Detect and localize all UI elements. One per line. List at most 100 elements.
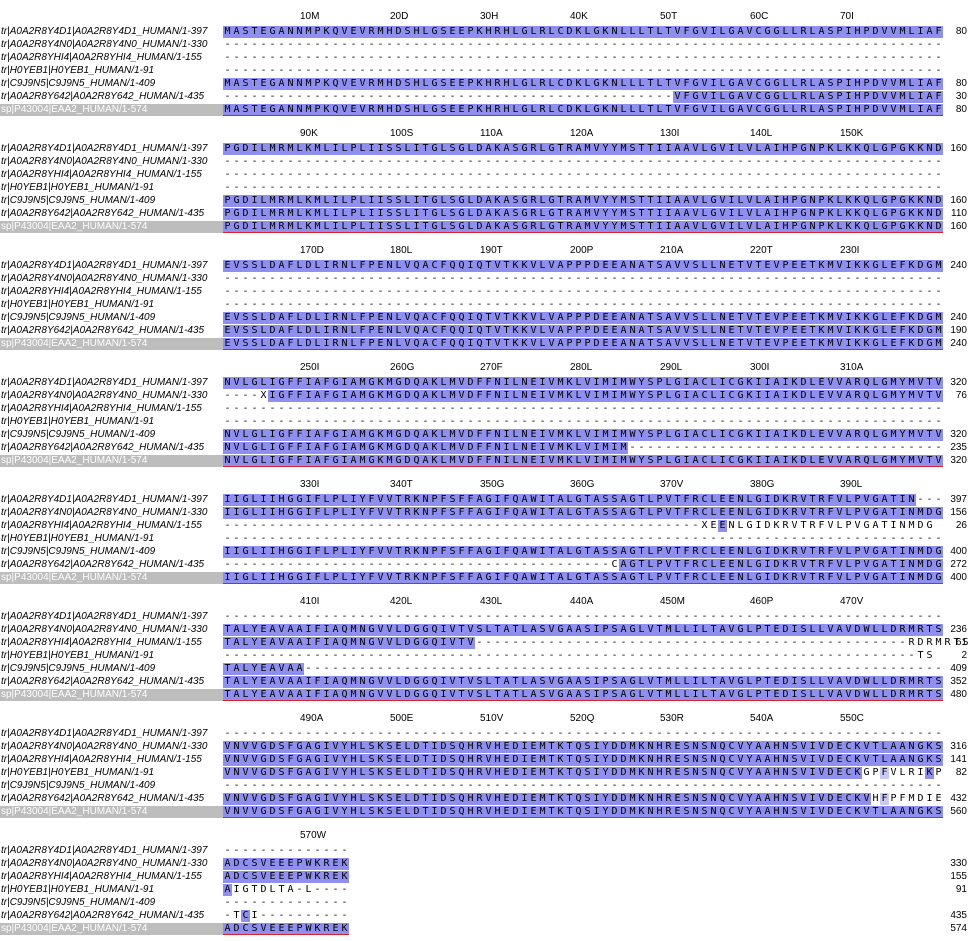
sequence-name-label[interactable]: tr|A0A2R8Y4N0|A0A2R8Y4N0_HUMAN/1-330 [1, 39, 208, 50]
sequence-name-label[interactable]: tr|A0A2R8YHI4|A0A2R8YHI4_HUMAN/1-155 [1, 637, 202, 648]
sequence-name-label[interactable]: tr|A0A2R8Y642|A0A2R8Y642_HUMAN/1-435 [1, 910, 205, 921]
sequence-residues[interactable]: ----------------------------------------… [223, 611, 943, 623]
sequence-name-label[interactable]: tr|A0A2R8YHI4|A0A2R8YHI4_HUMAN/1-155 [1, 52, 202, 63]
sequence-residues[interactable]: ----------------------------------------… [223, 169, 943, 181]
sequence-residues[interactable]: ----------------------------------------… [223, 650, 943, 662]
sequence-name-label[interactable]: tr|A0A2R8Y642|A0A2R8Y642_HUMAN/1-435 [1, 793, 205, 804]
sequence-name-label[interactable]: tr|A0A2R8Y642|A0A2R8Y642_HUMAN/1-435 [1, 559, 205, 570]
sequence-residues[interactable]: ----------------------------------------… [223, 91, 943, 103]
sequence-name-label[interactable]: tr|A0A2R8Y4D1|A0A2R8Y4D1_HUMAN/1-397 [1, 26, 208, 37]
sequence-name-label[interactable]: tr|A0A2R8Y4D1|A0A2R8Y4D1_HUMAN/1-397 [1, 377, 208, 388]
sequence-residues[interactable]: ----------------------------------------… [223, 156, 943, 168]
sequence-residues[interactable]: ----------------------------------------… [223, 559, 943, 571]
sequence-residues[interactable]: ----------------------------------------… [223, 299, 943, 311]
sequence-name-label[interactable]: tr|C9J9N5|C9J9N5_HUMAN/1-409 [1, 429, 156, 440]
sequence-name-label[interactable]: tr|C9J9N5|C9J9N5_HUMAN/1-409 [1, 897, 156, 908]
sequence-residues[interactable]: -------------- [223, 897, 943, 909]
sequence-name-label[interactable]: tr|C9J9N5|C9J9N5_HUMAN/1-409 [1, 78, 156, 89]
sequence-name-label[interactable]: tr|A0A2R8Y642|A0A2R8Y642_HUMAN/1-435 [1, 325, 205, 336]
sequence-name-label[interactable]: tr|A0A2R8Y4N0|A0A2R8Y4N0_HUMAN/1-330 [1, 390, 208, 401]
sequence-name-label[interactable]: tr|A0A2R8Y4N0|A0A2R8Y4N0_HUMAN/1-330 [1, 507, 208, 518]
sequence-residues[interactable]: ----------------------------------------… [223, 39, 943, 51]
sequence-name-label[interactable]: tr|H0YEB1|H0YEB1_HUMAN/1-91 [1, 416, 155, 427]
sequence-name-label[interactable]: sp|P43004|EAA2_HUMAN/1-574 [0, 221, 223, 233]
sequence-name-label[interactable]: tr|A0A2R8Y642|A0A2R8Y642_HUMAN/1-435 [1, 208, 205, 219]
sequence-name-label[interactable]: tr|A0A2R8Y4D1|A0A2R8Y4D1_HUMAN/1-397 [1, 728, 208, 739]
sequence-name-label[interactable]: tr|A0A2R8YHI4|A0A2R8YHI4_HUMAN/1-155 [1, 169, 202, 180]
sequence-residues[interactable]: ----------------------------------------… [223, 403, 943, 415]
sequence-name-label[interactable]: sp|P43004|EAA2_HUMAN/1-574 [0, 923, 223, 935]
sequence-name-label[interactable]: tr|A0A2R8Y4N0|A0A2R8Y4N0_HUMAN/1-330 [1, 741, 208, 752]
sequence-name-label[interactable]: tr|A0A2R8YHI4|A0A2R8YHI4_HUMAN/1-155 [1, 871, 202, 882]
sequence-name-label[interactable]: tr|A0A2R8Y642|A0A2R8Y642_HUMAN/1-435 [1, 442, 205, 453]
sequence-name-label[interactable]: sp|P43004|EAA2_HUMAN/1-574 [0, 104, 223, 116]
sequence-residues[interactable]: ----------------------------------------… [223, 533, 943, 545]
sequence-name-label[interactable]: tr|A0A2R8Y4D1|A0A2R8Y4D1_HUMAN/1-397 [1, 260, 208, 271]
sequence-name-label[interactable]: tr|A0A2R8YHI4|A0A2R8YHI4_HUMAN/1-155 [1, 286, 202, 297]
sequence-name-label[interactable]: tr|H0YEB1|H0YEB1_HUMAN/1-91 [1, 182, 155, 193]
sequence-residues[interactable]: -------------- [223, 845, 943, 857]
sequence-residues[interactable]: ----------------------------------------… [223, 273, 943, 285]
sequence-name-label[interactable]: tr|A0A2R8Y4N0|A0A2R8Y4N0_HUMAN/1-330 [1, 156, 208, 167]
sequence-residues[interactable]: ----------------------------------------… [223, 182, 943, 194]
sequence-residues[interactable]: ----------------------------------------… [223, 52, 943, 64]
sequence-name-label[interactable]: tr|H0YEB1|H0YEB1_HUMAN/1-91 [1, 65, 155, 76]
sequence-name-label[interactable]: tr|A0A2R8YHI4|A0A2R8YHI4_HUMAN/1-155 [1, 520, 202, 531]
sequence-name-label[interactable]: sp|P43004|EAA2_HUMAN/1-574 [0, 806, 223, 818]
sequence-name-label[interactable]: sp|P43004|EAA2_HUMAN/1-574 [0, 455, 223, 467]
sequence-residues[interactable]: ----------------------------------------… [223, 65, 943, 77]
sequence-residues[interactable]: ----------------------------------------… [223, 286, 943, 298]
sequence-name-label[interactable]: tr|A0A2R8YHI4|A0A2R8YHI4_HUMAN/1-155 [1, 403, 202, 414]
sequence-name-label[interactable]: tr|A0A2R8Y4D1|A0A2R8Y4D1_HUMAN/1-397 [1, 494, 208, 505]
sequence-name-label[interactable]: tr|A0A2R8Y642|A0A2R8Y642_HUMAN/1-435 [1, 91, 205, 102]
sequence-name-label[interactable]: tr|C9J9N5|C9J9N5_HUMAN/1-409 [1, 780, 156, 791]
sequence-name-label[interactable]: tr|A0A2R8Y4D1|A0A2R8Y4D1_HUMAN/1-397 [1, 143, 208, 154]
sequence-name-label[interactable]: tr|H0YEB1|H0YEB1_HUMAN/1-91 [1, 650, 155, 661]
sequence-name-label[interactable]: tr|A0A2R8Y4N0|A0A2R8Y4N0_HUMAN/1-330 [1, 273, 208, 284]
sequence-name-label[interactable]: tr|C9J9N5|C9J9N5_HUMAN/1-409 [1, 546, 156, 557]
sequence-name-label[interactable]: sp|P43004|EAA2_HUMAN/1-574 [0, 572, 223, 584]
sequence-name-label[interactable]: tr|H0YEB1|H0YEB1_HUMAN/1-91 [1, 767, 155, 778]
sequence-residues[interactable]: ----------------------------------------… [223, 728, 943, 740]
sequence-name-label[interactable]: tr|A0A2R8Y642|A0A2R8Y642_HUMAN/1-435 [1, 676, 205, 687]
sequence-name-label[interactable]: tr|H0YEB1|H0YEB1_HUMAN/1-91 [1, 299, 155, 310]
sequence-name-label[interactable]: tr|H0YEB1|H0YEB1_HUMAN/1-91 [1, 884, 155, 895]
sequence-name-label[interactable]: tr|C9J9N5|C9J9N5_HUMAN/1-409 [1, 312, 156, 323]
sequence-name-label[interactable]: tr|A0A2R8Y4D1|A0A2R8Y4D1_HUMAN/1-397 [1, 845, 208, 856]
sequence-residues[interactable]: ----------------------------------------… [223, 520, 943, 532]
